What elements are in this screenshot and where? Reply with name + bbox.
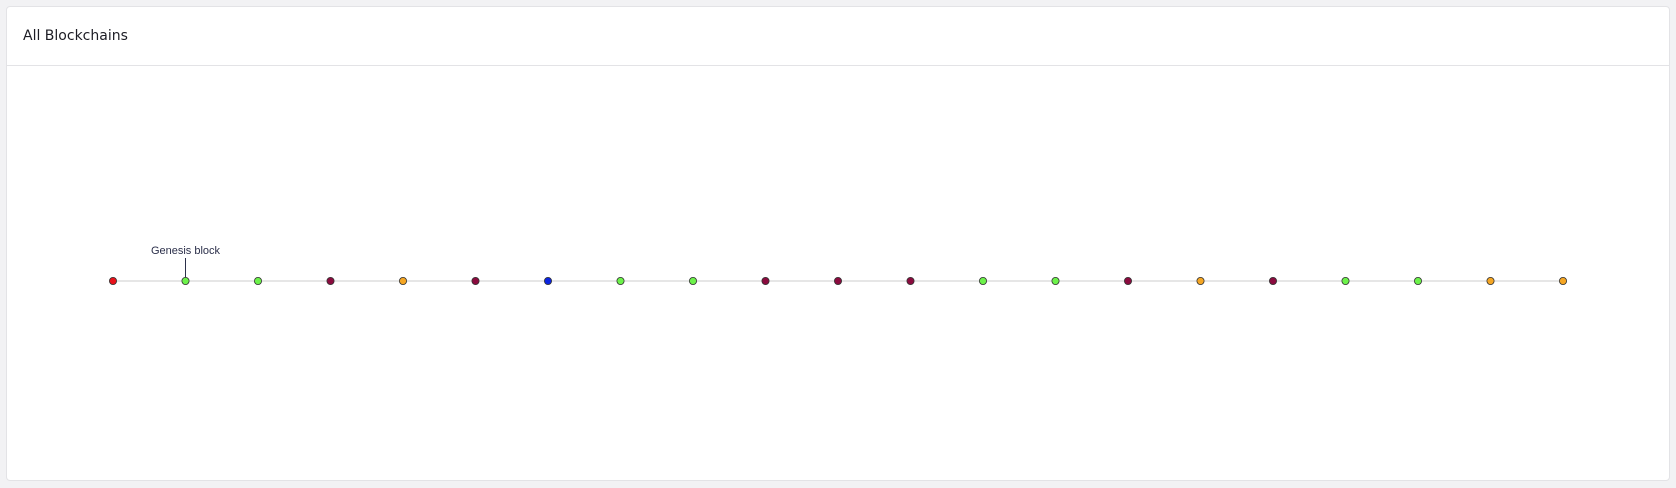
block-node[interactable]	[761, 276, 770, 285]
block-node[interactable]	[1051, 276, 1060, 285]
chain-timeline: Genesis block	[109, 245, 1568, 285]
block-node[interactable]	[689, 276, 698, 285]
chain-visualization: Genesis block	[7, 66, 1669, 480]
genesis-annotation: Genesis block	[151, 245, 221, 281]
block-node[interactable]	[1414, 276, 1423, 285]
block-node[interactable]	[979, 276, 988, 285]
block-node[interactable]	[1124, 276, 1133, 285]
blockchains-card: All Blockchains Genesis block	[6, 6, 1670, 481]
block-node[interactable]	[544, 276, 553, 285]
block-node[interactable]	[834, 276, 843, 285]
annotation-label: Genesis block	[151, 245, 221, 257]
block-node[interactable]	[326, 276, 335, 285]
block-node[interactable]	[471, 276, 480, 285]
block-node[interactable]	[1559, 276, 1568, 285]
block-node[interactable]	[1196, 276, 1205, 285]
block-node[interactable]	[1269, 276, 1278, 285]
card-header: All Blockchains	[7, 7, 1669, 66]
block-node[interactable]	[398, 276, 407, 285]
block-node[interactable]	[616, 276, 625, 285]
block-node[interactable]	[1341, 276, 1350, 285]
page-title: All Blockchains	[23, 28, 128, 44]
block-node[interactable]	[181, 276, 190, 285]
block-node[interactable]	[109, 276, 118, 285]
block-node[interactable]	[906, 276, 915, 285]
block-node[interactable]	[1486, 276, 1495, 285]
block-node[interactable]	[253, 276, 262, 285]
block-nodes	[109, 276, 1568, 285]
